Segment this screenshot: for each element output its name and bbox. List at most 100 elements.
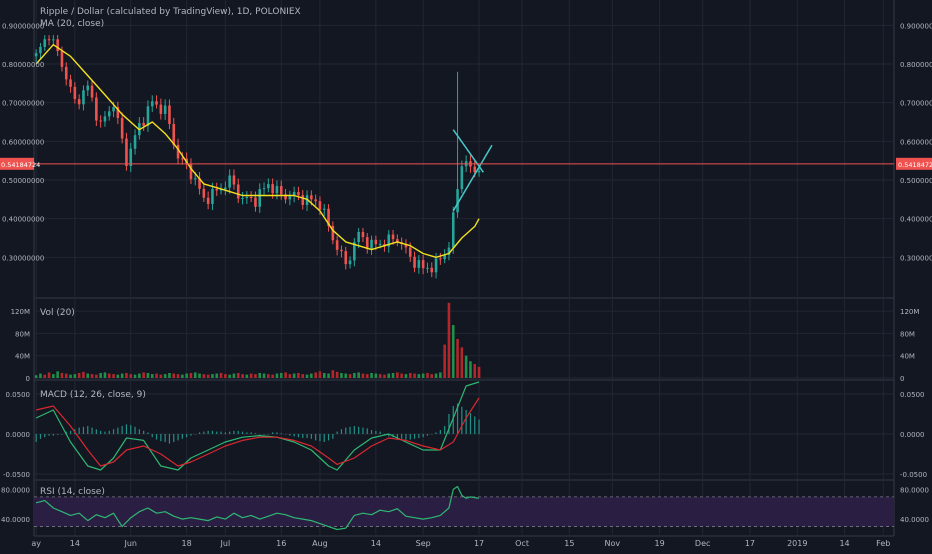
volume-bar — [301, 374, 305, 378]
macd-histogram-bar — [91, 427, 93, 434]
volume-bar — [413, 373, 416, 378]
candle-body — [344, 251, 348, 265]
rsi-tick-label-right: 80.0000 — [900, 486, 929, 494]
volume-bar — [224, 374, 227, 378]
macd-histogram-bar — [289, 434, 291, 436]
candle-body — [163, 105, 167, 114]
candle-body — [228, 175, 231, 188]
candle-body — [477, 170, 481, 173]
last-price-label-left: 0.54184724 — [1, 161, 40, 169]
macd-histogram-bar — [345, 427, 347, 434]
rsi-band — [34, 496, 894, 527]
volume-bar — [64, 373, 68, 378]
volume-bar — [275, 373, 279, 378]
volume-bar — [357, 372, 360, 378]
volume-bar — [353, 372, 356, 378]
volume-bar — [365, 374, 369, 378]
volume-bar — [232, 373, 236, 378]
volume-layer — [34, 302, 481, 378]
macd-histogram-bar — [388, 434, 390, 437]
macd-label: MACD (12, 26, close, 9) — [40, 390, 146, 400]
candle-body — [456, 189, 459, 213]
candle-body — [60, 51, 64, 67]
grid-layer — [33, 0, 895, 537]
volume-bar — [279, 372, 283, 378]
macd-histogram-bar — [39, 434, 42, 439]
candle-body — [82, 90, 85, 105]
price-tick-label-left: 0.40000000 — [2, 216, 44, 224]
candle-body — [90, 85, 94, 98]
price-tick-label-right: 0.90000000 — [900, 22, 932, 30]
volume-bar — [43, 374, 47, 378]
candle-body — [125, 138, 128, 166]
volume-bar — [374, 373, 378, 378]
macd-histogram-bar — [426, 434, 429, 436]
macd-histogram-bar — [469, 413, 472, 434]
candle-body — [241, 197, 244, 199]
volume-bar — [271, 374, 274, 378]
candle-body — [43, 39, 47, 47]
macd-histogram-bar — [241, 431, 244, 434]
x-tick-label: 17 — [745, 539, 755, 548]
volume-bar — [155, 373, 158, 378]
x-tick-label: Sep — [416, 539, 431, 548]
macd-histogram-bar — [44, 434, 46, 438]
price-tick-label-left: 0.90000000 — [2, 22, 44, 30]
volume-bar — [215, 373, 219, 378]
volume-bar — [228, 374, 231, 378]
price-tick-label-right: 0.40000000 — [900, 216, 932, 224]
candle-body — [421, 260, 425, 269]
volume-bar — [90, 374, 94, 378]
volume-bar — [249, 373, 253, 378]
candle-body — [426, 267, 429, 269]
macd-histogram-bar — [413, 434, 416, 439]
volume-bar — [163, 374, 167, 378]
candle-body — [224, 187, 227, 190]
macd-histogram-bar — [401, 434, 403, 439]
volume-bar — [314, 372, 317, 378]
macd-histogram-bar — [177, 434, 179, 441]
candle-body — [99, 120, 102, 122]
x-tick-label: Jun — [124, 539, 138, 548]
macd-histogram-bar — [452, 406, 454, 434]
volume-bar — [146, 372, 150, 378]
x-tick-label: Nov — [605, 539, 621, 548]
macd-histogram-bar — [203, 431, 205, 434]
candle-body — [447, 247, 451, 255]
last-price-tag-right — [896, 157, 932, 170]
volume-bar — [348, 374, 352, 378]
candle-body — [374, 239, 378, 245]
x-tick-label: 17 — [474, 539, 484, 548]
volume-bar — [310, 373, 313, 378]
macd-histogram-bar — [293, 434, 295, 437]
macd-histogram-bar — [439, 430, 441, 434]
candle-body — [443, 254, 446, 260]
volume-tick-label-right: 0 — [900, 375, 904, 383]
volume-bar — [322, 372, 326, 378]
volume-bar — [292, 373, 296, 378]
candle-body — [168, 105, 171, 124]
candle-body — [254, 197, 257, 207]
candle-body — [451, 212, 455, 248]
volume-bar — [107, 373, 111, 378]
candle-body — [95, 97, 98, 121]
macd-histogram-bar — [280, 433, 282, 434]
macd-tick-label-left: 0.0500 — [6, 391, 31, 399]
volume-bar — [439, 372, 442, 378]
macd-tick-label-right: -0.0500 — [900, 471, 927, 479]
volume-bar — [202, 374, 206, 378]
price-tick-label-right: 0.30000000 — [900, 254, 932, 262]
candle-body — [331, 225, 335, 241]
macd-histogram-bar — [246, 432, 248, 434]
volume-bar — [52, 374, 55, 378]
price-tick-label-right: 0.60000000 — [900, 138, 932, 146]
price-tick-label-left: 0.30000000 — [2, 254, 44, 262]
volume-bar — [120, 373, 124, 378]
macd-histogram-bar — [211, 430, 214, 434]
volume-bar — [473, 364, 477, 378]
macd-histogram-bar — [379, 431, 381, 434]
x-tick-label: 14 — [70, 539, 80, 548]
volume-tick-label-left: 0 — [26, 375, 30, 383]
